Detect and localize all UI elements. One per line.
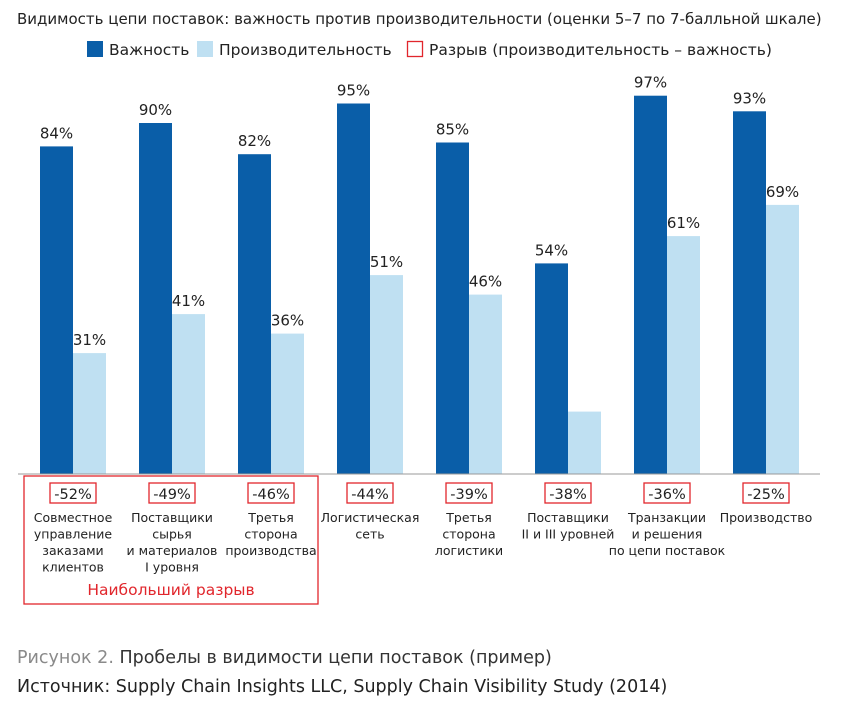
category-label: I уровня [145, 560, 199, 575]
value-label-importance: 84% [40, 124, 73, 142]
legend-label-performance: Производительность [219, 41, 392, 59]
gap-box [49, 482, 97, 504]
highlight-frame [23, 475, 319, 605]
gap-label: -38% [549, 487, 586, 503]
category-label: Поставщики [527, 510, 609, 525]
bar-importance [238, 154, 271, 474]
value-label-importance: 54% [535, 241, 568, 259]
gap-label: -44% [351, 487, 388, 503]
chart: Видимость цепи поставок: важность против… [17, 10, 822, 605]
bar-performance [568, 411, 601, 474]
gap-box [742, 482, 790, 504]
bar-performance [172, 314, 205, 474]
category-label: II и III уровней [522, 527, 615, 542]
category-label: логистики [435, 543, 503, 558]
value-label-importance: 97% [634, 74, 667, 92]
bar-performance [469, 294, 502, 474]
category-label: и решения [632, 527, 703, 542]
value-label-importance: 90% [139, 101, 172, 119]
category-label: сторона [442, 527, 495, 542]
gap-label: -52% [54, 487, 91, 503]
value-label-importance: 95% [337, 82, 370, 100]
figure-prefix: Рисунок 2. [17, 648, 114, 668]
bar-importance [139, 123, 172, 474]
bar-performance [766, 204, 799, 474]
gap-box [346, 482, 394, 504]
value-label-importance: 82% [238, 132, 271, 150]
bars: 84% 31% 90% 41% 82% 36% 95% 51% 85% 46% 54% 97% 61% 9… [40, 74, 799, 475]
bar-importance [535, 263, 568, 474]
figure-caption: Рисунок 2. Пробелы в видимости цепи пост… [17, 648, 552, 668]
legend-swatch-gap [406, 40, 424, 58]
gap-box [445, 482, 493, 504]
gap-label: -39% [450, 487, 487, 503]
gap-label: -49% [153, 487, 190, 503]
gap-box [643, 482, 691, 504]
legend-swatch-performance [197, 41, 213, 57]
highlight-label: Наибольший разрыв [87, 581, 254, 599]
value-label-performance: 36% [271, 312, 304, 330]
legend-swatch-importance [87, 41, 103, 57]
category-label: клиентов [42, 560, 104, 575]
source-caption: Источник: Supply Chain Insights LLC, Sup… [17, 677, 668, 697]
value-label-performance: 46% [469, 273, 502, 291]
category-label: по цепи поставок [609, 543, 726, 558]
category-label: и материалов [127, 543, 218, 558]
category-label: сырья [152, 527, 192, 542]
category-label: Производство [720, 510, 813, 525]
highlight-box: Наибольший разрыв [23, 475, 319, 605]
bar-performance [271, 333, 304, 474]
value-label-performance: 31% [73, 331, 106, 349]
value-label-performance: 51% [370, 253, 403, 271]
gap-label: -46% [252, 487, 289, 503]
category-label: Третья [445, 510, 491, 525]
gap-box [148, 482, 196, 504]
legend-label-gap: Разрыв (производительность – важность) [429, 41, 772, 59]
category-label: производства [225, 543, 316, 558]
bar-performance [667, 236, 700, 474]
value-label-performance: 61% [667, 214, 700, 232]
category-label: Транзакции [627, 510, 706, 525]
value-label-importance: 85% [436, 121, 469, 139]
gap-box [247, 482, 295, 504]
bar-importance [634, 95, 667, 474]
bar-importance [436, 142, 469, 474]
value-label-performance: 69% [766, 183, 799, 201]
value-label-importance: 93% [733, 89, 766, 107]
chart-title: Видимость цепи поставок: важность против… [17, 10, 822, 28]
bar-performance [73, 353, 106, 474]
category-label: Третья [247, 510, 293, 525]
legend-label-importance: Важность [109, 41, 189, 59]
figure-title: Пробелы в видимости цепи поставок (приме… [113, 648, 552, 668]
bar-importance [40, 146, 73, 474]
legend: Важность Производительность Разрыв (произв… [87, 40, 772, 59]
gap-label: -25% [747, 487, 784, 503]
gap-box [544, 482, 592, 504]
category-label: Логистическая [321, 510, 420, 525]
category-label: сторона [244, 527, 297, 542]
bar-importance [337, 103, 370, 474]
bar-importance [733, 111, 766, 475]
bar-performance [370, 275, 403, 474]
gap-label: -36% [648, 487, 685, 503]
category-label: Поставщики [131, 510, 213, 525]
value-label-performance: 41% [172, 292, 205, 310]
category-label: Совместное [34, 510, 113, 525]
category-label: управление [34, 527, 113, 542]
category-label: заказами [42, 543, 103, 558]
category-label: сеть [355, 527, 384, 542]
